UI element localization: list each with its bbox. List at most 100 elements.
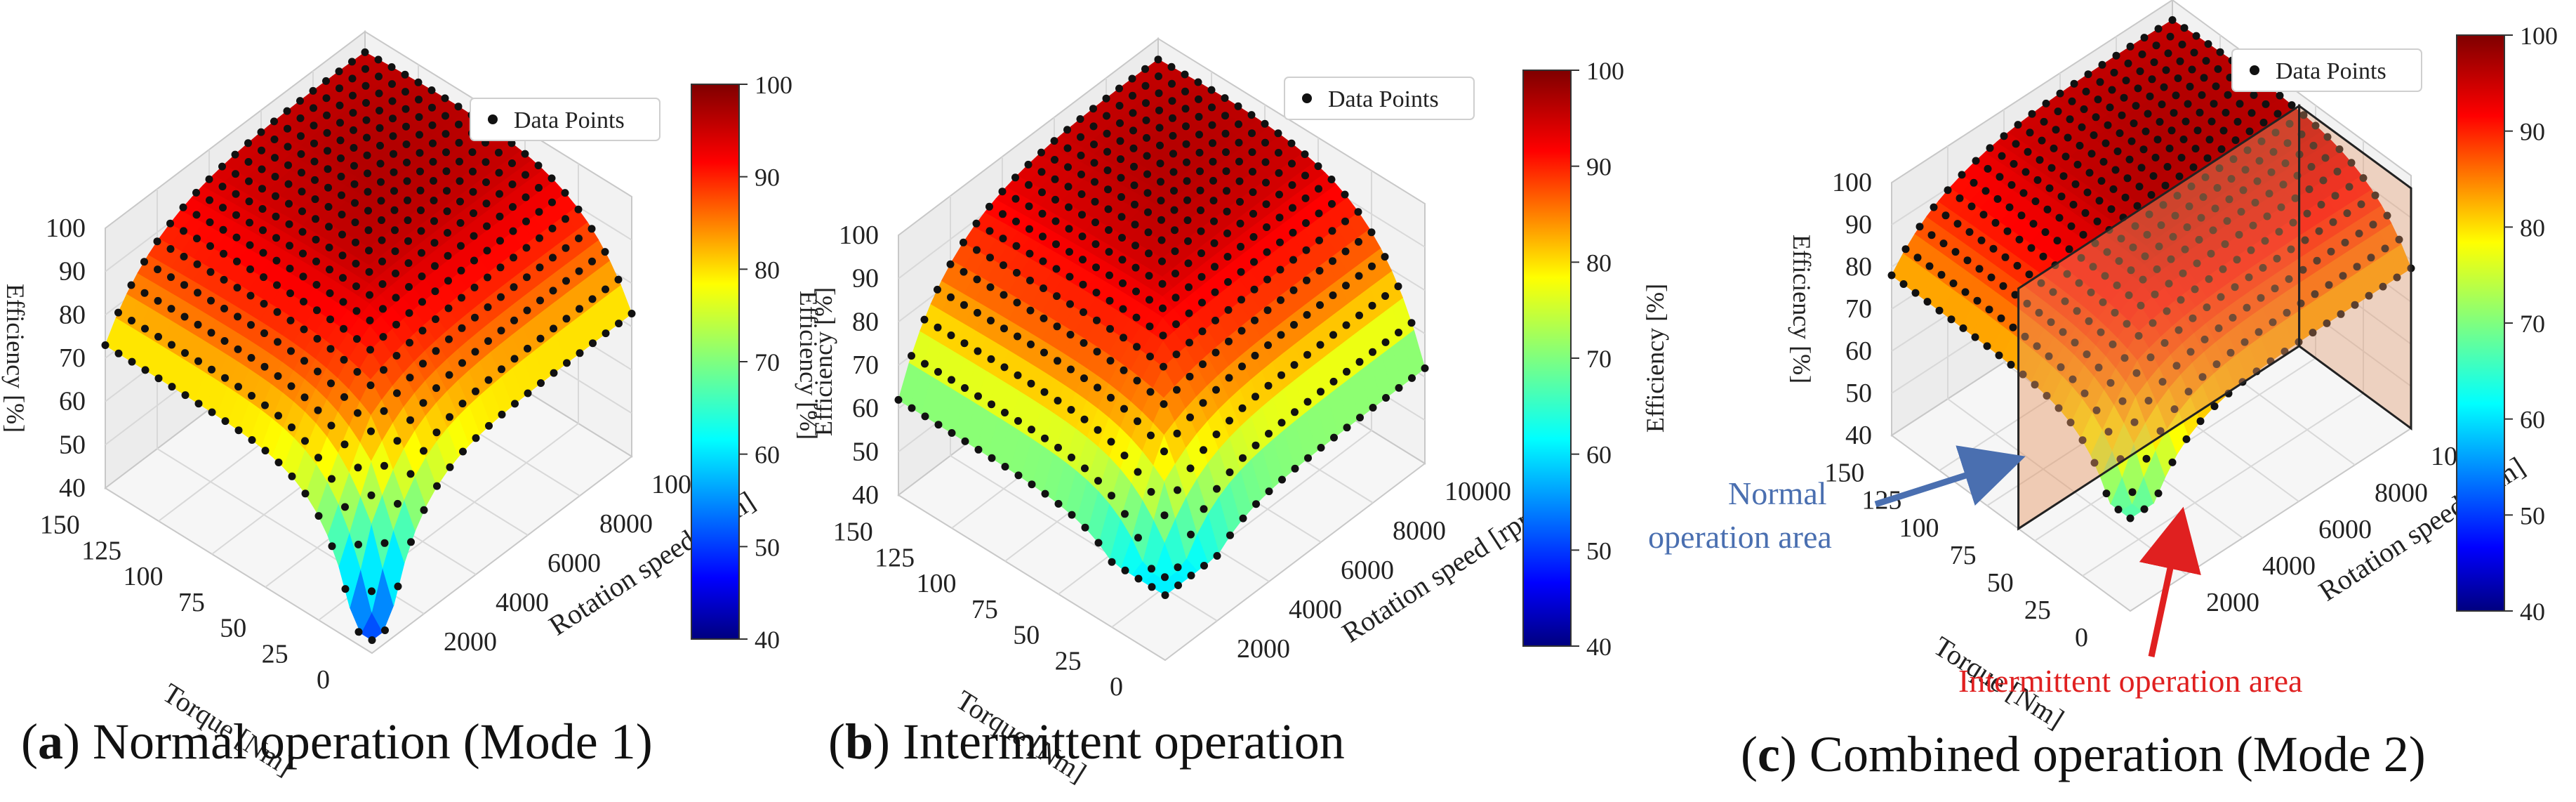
- data-point: [602, 285, 609, 294]
- data-point: [1275, 149, 1282, 157]
- data-point: [2163, 163, 2172, 171]
- data-point: [258, 165, 266, 173]
- data-point: [350, 180, 359, 188]
- data-point: [367, 427, 375, 435]
- data-point: [361, 65, 369, 73]
- data-point: [1065, 248, 1073, 256]
- data-point: [324, 183, 332, 192]
- data-point: [300, 298, 307, 305]
- data-point: [1223, 187, 1230, 195]
- data-point: [2052, 126, 2060, 134]
- data-point: [406, 470, 415, 478]
- data-point: [2147, 191, 2156, 199]
- data-point: [960, 268, 968, 276]
- data-point: [1998, 152, 2006, 160]
- y-tick-label: 0: [1110, 672, 1123, 702]
- data-point: [508, 159, 516, 167]
- data-point: [338, 251, 347, 260]
- data-point: [1079, 280, 1087, 289]
- data-point: [1981, 187, 1990, 195]
- data-point: [341, 503, 349, 511]
- data-point: [416, 186, 425, 195]
- data-point: [352, 307, 361, 315]
- data-point: [524, 344, 531, 353]
- data-point: [1156, 141, 1164, 150]
- data-point: [549, 254, 557, 262]
- data-point: [1068, 511, 1076, 519]
- data-point: [272, 192, 279, 200]
- data-point: [393, 437, 401, 445]
- data-point: [1093, 316, 1101, 324]
- data-point: [1115, 102, 1124, 110]
- data-point: [1210, 239, 1219, 247]
- data-point: [2305, 185, 2313, 193]
- data-point: [1997, 314, 2005, 322]
- data-point: [1012, 217, 1020, 225]
- data-point: [1208, 121, 1216, 129]
- data-point: [1303, 350, 1311, 359]
- data-point: [442, 148, 450, 157]
- data-point: [260, 300, 268, 308]
- data-point: [1143, 133, 1150, 142]
- y-tick-label: 125: [875, 543, 915, 572]
- data-point: [1288, 159, 1296, 168]
- data-point: [362, 99, 370, 107]
- data-point: [1169, 168, 1178, 176]
- data-point: [363, 133, 371, 142]
- data-point: [1091, 197, 1099, 206]
- data-point: [1025, 225, 1033, 233]
- x-tick-label: 8000: [1393, 516, 1446, 546]
- data-point: [271, 173, 279, 180]
- data-point: [1130, 181, 1138, 190]
- data-point: [1078, 232, 1087, 241]
- data-point: [1212, 386, 1220, 394]
- data-point: [1953, 220, 1962, 228]
- data-point: [2054, 404, 2063, 412]
- data-point: [140, 289, 149, 297]
- data-point: [272, 256, 281, 265]
- data-point: [1949, 280, 1958, 287]
- data-point: [2269, 147, 2278, 156]
- y-tick-label: 100: [1899, 513, 1939, 543]
- data-point: [1381, 253, 1389, 261]
- data-point: [1224, 278, 1232, 286]
- data-point: [1226, 531, 1234, 539]
- data-point: [380, 366, 387, 374]
- data-point: [1028, 480, 1036, 489]
- data-point: [575, 235, 583, 242]
- data-point: [1011, 195, 1020, 203]
- colorbar-label: Efficiency [%]: [809, 287, 837, 436]
- data-point: [2175, 172, 2184, 180]
- data-point: [2080, 105, 2088, 113]
- normal-area-label-1: Normal: [1728, 475, 1827, 511]
- legend-box: [1284, 77, 1475, 120]
- data-point: [365, 246, 373, 255]
- data-point: [140, 258, 148, 266]
- data-point: [348, 58, 356, 66]
- data-point: [274, 459, 283, 466]
- data-point: [2146, 353, 2155, 362]
- data-point: [218, 183, 227, 191]
- data-point: [354, 540, 362, 548]
- data-point: [1063, 126, 1071, 134]
- data-point: [2321, 154, 2330, 162]
- colorbar-tick-label: 100: [2520, 22, 2558, 50]
- data-point: [2050, 144, 2058, 152]
- data-point: [537, 379, 545, 387]
- data-point: [1198, 327, 1207, 336]
- data-point: [2045, 352, 2053, 360]
- data-point: [180, 227, 187, 235]
- data-point: [377, 178, 385, 186]
- data-point: [284, 180, 293, 188]
- data-point: [362, 116, 371, 124]
- data-point: [1235, 177, 1244, 185]
- data-point: [589, 339, 597, 348]
- y-tick-label: 150: [833, 518, 873, 547]
- data-point: [244, 139, 252, 147]
- data-point: [2219, 265, 2227, 273]
- caption-a-prefix: (: [21, 714, 38, 770]
- data-point: [2167, 255, 2175, 263]
- data-point: [430, 217, 438, 225]
- data-point: [2079, 230, 2087, 239]
- data-point: [1129, 144, 1138, 152]
